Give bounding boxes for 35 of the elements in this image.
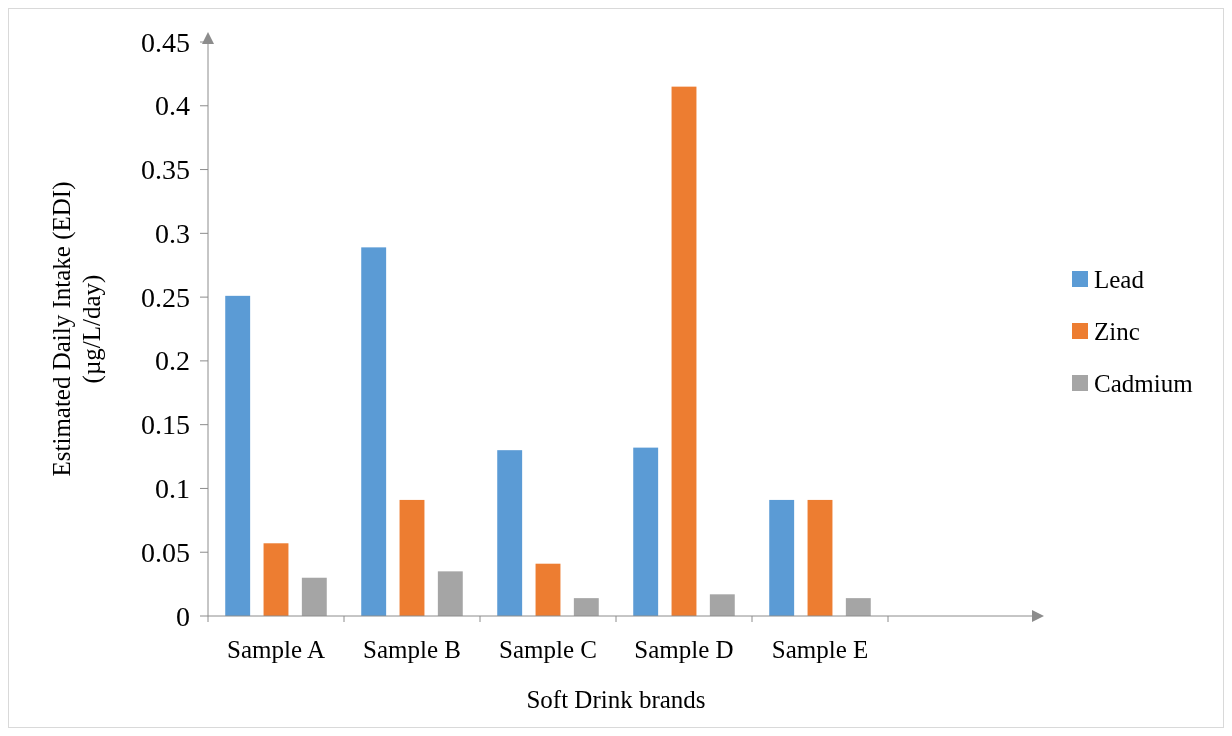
x-tick-label: Sample A	[227, 636, 325, 663]
y-tick-label: 0.2	[155, 345, 190, 377]
bar	[633, 447, 659, 616]
bar	[573, 598, 599, 616]
legend-label: Cadmium	[1094, 369, 1194, 397]
bar	[225, 295, 251, 616]
bar	[497, 450, 523, 616]
y-tick-label: 0.4	[155, 90, 190, 122]
bar	[709, 594, 735, 616]
y-tick-label: 0.1	[155, 472, 190, 504]
x-tick-label: Sample D	[634, 636, 734, 663]
bar	[361, 247, 387, 616]
y-axis-title: Estimated Daily Intake (EDI) (µg/L/day)	[48, 181, 106, 477]
x-axis-title: Soft Drink brands	[526, 686, 706, 713]
x-tick-label: Sample B	[363, 636, 461, 663]
bar	[263, 543, 289, 616]
y-tick-label: 0.05	[141, 536, 190, 568]
legend-label: Zinc	[1094, 317, 1140, 345]
bar	[437, 571, 463, 616]
y-tick-label: 0	[176, 600, 190, 632]
bar	[845, 598, 871, 616]
y-tick-label: 0.25	[141, 281, 190, 313]
x-tick-label: Sample C	[499, 636, 597, 663]
legend-label: Lead	[1094, 265, 1145, 293]
bar	[399, 499, 425, 616]
y-tick-label: 0.15	[141, 409, 190, 441]
bar	[535, 563, 561, 616]
bar	[671, 86, 697, 616]
x-tick-label: Sample E	[771, 636, 869, 663]
bar	[807, 499, 833, 616]
bar	[769, 499, 795, 616]
y-tick-label: 0.45	[141, 26, 190, 58]
y-tick-label: 0.35	[141, 154, 190, 186]
y-tick-label: 0.3	[155, 217, 190, 249]
bar	[301, 577, 327, 616]
